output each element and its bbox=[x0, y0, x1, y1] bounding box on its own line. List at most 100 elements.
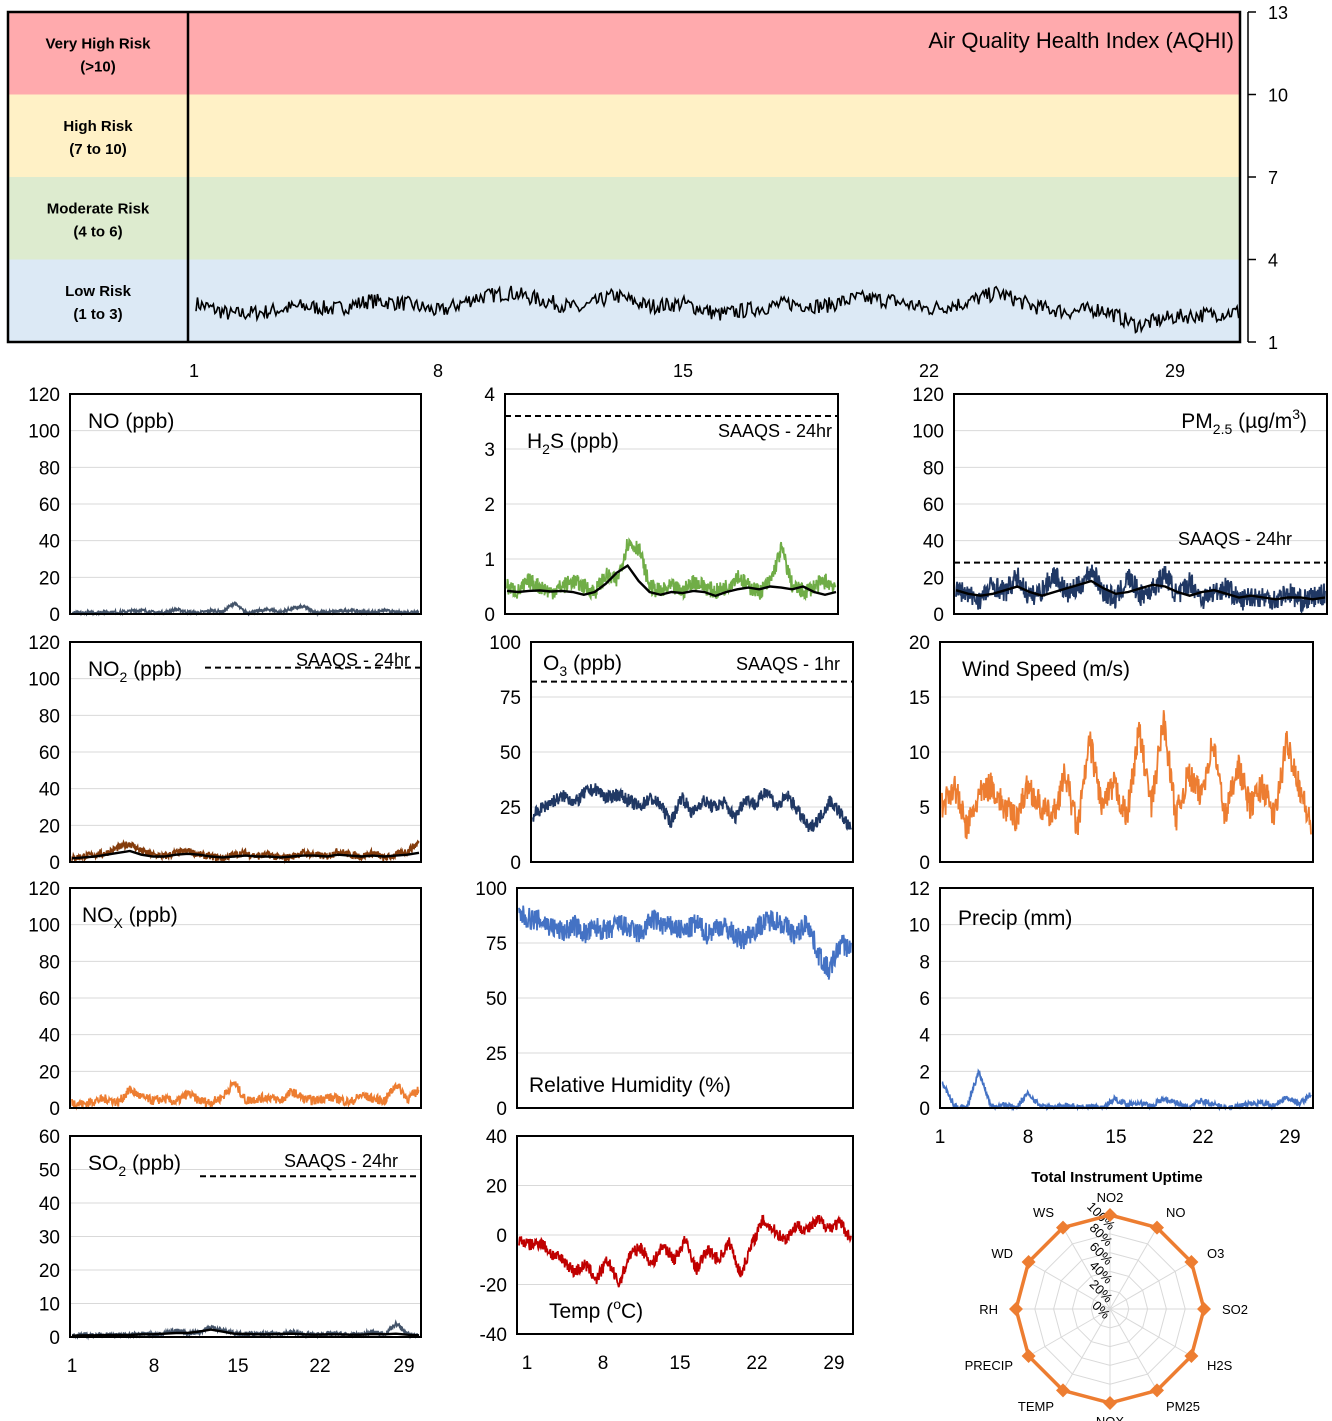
x-tick-label: 8 bbox=[1023, 1127, 1034, 1148]
title-subscript: 2 bbox=[542, 441, 550, 457]
y-tick-label: 80 bbox=[923, 458, 944, 479]
title-subscript: 2 bbox=[120, 669, 128, 685]
radar-category-label: RH bbox=[979, 1302, 998, 1317]
y-tick-label: -40 bbox=[480, 1325, 507, 1346]
y-tick-label: 0 bbox=[919, 1099, 930, 1120]
panel-title: PM2.5 (µg/m3) bbox=[1181, 406, 1307, 437]
title-rest: S (ppb) bbox=[550, 430, 619, 453]
title-main: NO bbox=[88, 658, 120, 681]
radar-point bbox=[1056, 1220, 1070, 1235]
plot-border bbox=[504, 393, 839, 615]
plot-border bbox=[69, 641, 422, 863]
y-tick-label: 60 bbox=[39, 495, 60, 516]
radar-category-label: PM25 bbox=[1166, 1399, 1200, 1414]
radar-spoke bbox=[1028, 1261, 1111, 1310]
radar-spoke bbox=[1109, 1308, 1192, 1357]
aqhi-border bbox=[6, 10, 1242, 344]
plot-border bbox=[69, 887, 422, 1109]
title-superscript: 3 bbox=[1292, 406, 1300, 422]
panel-title: SO2 (ppb) bbox=[88, 1152, 181, 1179]
radar-spoke bbox=[1062, 1227, 1111, 1310]
title-main: O bbox=[543, 652, 559, 675]
band-label: Moderate Risk bbox=[47, 200, 150, 217]
no-chart: 0 20 40 60 80 100 120 NO (ppb) bbox=[28, 385, 422, 626]
panel-title: Precip (mm) bbox=[958, 907, 1072, 930]
x-tick-label: 29 bbox=[823, 1353, 844, 1374]
y-tick-label: 100 bbox=[28, 422, 60, 443]
aqhi-title: Air Quality Health Index (AQHI) bbox=[928, 28, 1234, 53]
y-tick-label: 1 bbox=[484, 550, 495, 571]
plot-border bbox=[69, 393, 422, 615]
plot-border bbox=[69, 1135, 422, 1338]
aqhi-band bbox=[8, 94, 1240, 177]
aqhi-band bbox=[8, 259, 1240, 342]
y-tick-label: -20 bbox=[480, 1276, 507, 1297]
title-subscript: 3 bbox=[559, 663, 567, 679]
y-tick-label: 30 bbox=[39, 1228, 60, 1249]
rolling-average-line bbox=[506, 563, 837, 598]
y-tick-label: 100 bbox=[28, 916, 60, 937]
y-tick-label: 25 bbox=[500, 798, 521, 819]
x-tick-label: 15 bbox=[669, 1353, 690, 1374]
y-tick-label: 40 bbox=[39, 1194, 60, 1215]
aqhi-series-line bbox=[195, 285, 1241, 334]
y-tick-label: 0 bbox=[49, 853, 60, 874]
radar-point bbox=[1021, 1349, 1036, 1363]
y-tick-label: 40 bbox=[39, 532, 60, 553]
y-tick-label: 0 bbox=[496, 1099, 507, 1120]
radar-spoke bbox=[1028, 1308, 1111, 1357]
plot-border bbox=[516, 887, 854, 1109]
title-rest: (ppb) bbox=[567, 652, 622, 675]
title-subscript: 2 bbox=[118, 1163, 126, 1179]
aqhi-chart: Very High Risk (>10) High Risk (7 to 10) Mod… bbox=[6, 3, 1288, 381]
radar-point bbox=[1009, 1302, 1023, 1316]
y-tick-label: 0 bbox=[510, 853, 521, 874]
title-rest: (µg/m bbox=[1232, 410, 1292, 433]
x-tick-label: 22 bbox=[1192, 1127, 1213, 1148]
y-tick-label: 10 bbox=[909, 743, 930, 764]
y-tick-label: 2 bbox=[919, 1062, 930, 1083]
band-label: Very High Risk bbox=[45, 35, 151, 52]
y-tick-label: 80 bbox=[39, 458, 60, 479]
y-tick-label: 120 bbox=[28, 633, 60, 654]
precip-chart: 0 2 4 6 8 10 12 Precip (mm) 1 8 15 22 29 bbox=[909, 879, 1314, 1148]
aqhi-y-tick-label: 4 bbox=[1268, 251, 1278, 271]
radar-category-label: NOX bbox=[1096, 1414, 1125, 1421]
plot-border bbox=[939, 641, 1314, 863]
aqhi-y-tick-label: 10 bbox=[1268, 86, 1288, 106]
aqhi-y-tick-label: 1 bbox=[1268, 333, 1278, 353]
radar-point bbox=[1056, 1383, 1070, 1398]
y-tick-label: 2 bbox=[484, 495, 495, 516]
rolling-average-line bbox=[955, 579, 1326, 601]
rolling-average-line bbox=[71, 849, 420, 860]
y-tick-label: 50 bbox=[39, 1161, 60, 1182]
aqhi-band bbox=[8, 12, 1240, 95]
radar-category-label: TEMP bbox=[1018, 1399, 1054, 1414]
x-tick-label: 1 bbox=[522, 1353, 533, 1374]
title-main: NO bbox=[82, 904, 114, 927]
y-tick-label: 12 bbox=[909, 879, 930, 900]
saaqs-label: SAAQS - 1hr bbox=[736, 654, 840, 674]
y-tick-label: 50 bbox=[486, 989, 507, 1010]
series-line bbox=[506, 537, 837, 602]
x-tick-label: 29 bbox=[1279, 1127, 1300, 1148]
aqhi-x-tick-label: 29 bbox=[1165, 361, 1185, 381]
panel-title: O3 (ppb) bbox=[543, 652, 622, 679]
title-main: Temp ( bbox=[549, 1300, 613, 1323]
y-tick-label: 100 bbox=[912, 422, 944, 443]
y-tick-label: 60 bbox=[39, 989, 60, 1010]
y-tick-label: 25 bbox=[486, 1044, 507, 1065]
x-tick-label: 29 bbox=[393, 1356, 414, 1377]
aqhi-band bbox=[8, 177, 1240, 260]
y-tick-label: 50 bbox=[500, 743, 521, 764]
y-tick-label: 120 bbox=[28, 879, 60, 900]
y-tick-label: 40 bbox=[39, 780, 60, 801]
x-tick-label: 8 bbox=[149, 1356, 160, 1377]
y-tick-label: 0 bbox=[933, 605, 944, 626]
radar-title: Total Instrument Uptime bbox=[1031, 1169, 1202, 1186]
y-tick-label: 0 bbox=[49, 605, 60, 626]
x-tick-label: 1 bbox=[67, 1356, 78, 1377]
y-tick-label: 3 bbox=[484, 440, 495, 461]
no2-chart: 0 20 40 60 80 100 120 SAAQS - 24hr NO2 (ppb) bbox=[28, 633, 422, 874]
